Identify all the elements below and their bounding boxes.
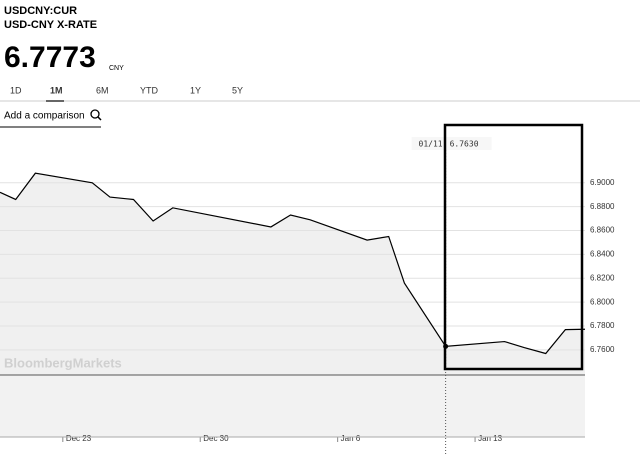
search-icon-handle	[97, 116, 102, 121]
tooltip-box	[411, 137, 492, 150]
y-tick-label: 6.8800	[590, 202, 615, 211]
price-line	[0, 172, 586, 355]
tab[interactable]: 5Y	[232, 85, 243, 95]
tooltip-date: 01/11	[419, 140, 443, 149]
tab[interactable]: 6M	[96, 85, 109, 95]
y-tick-label: 6.8400	[590, 250, 615, 259]
tab[interactable]: 1D	[10, 85, 22, 95]
area-fill	[0, 173, 585, 375]
currency: CNY	[109, 65, 124, 72]
y-tick-label: 6.8000	[590, 297, 615, 306]
ticker: USDCNY:CUR	[4, 5, 77, 17]
x-tick-label: Jan 6	[341, 434, 361, 443]
instrument-name: USD-CNY X-RATE	[4, 19, 97, 31]
y-tick-label: 6.8200	[590, 273, 615, 282]
x-tick-label: Jan 13	[478, 434, 503, 443]
search-icon[interactable]	[90, 109, 100, 119]
y-tick-label: 6.9000	[590, 178, 615, 187]
y-tick-label: 6.7600	[590, 345, 615, 354]
tab[interactable]: YTD	[140, 85, 159, 95]
x-tick-label: Dec 23	[66, 434, 92, 443]
x-tick-label: Dec 30	[203, 434, 229, 443]
highlight-box	[443, 123, 584, 371]
lower-panel	[0, 375, 585, 437]
tab[interactable]: 1M	[50, 85, 63, 95]
y-tick-label: 6.8600	[590, 226, 615, 235]
tab[interactable]: 1Y	[190, 85, 201, 95]
comparison-input[interactable]: Add a comparison	[4, 111, 85, 122]
y-tick-label: 6.7800	[590, 321, 615, 330]
tooltip-value: 6.7630	[450, 140, 479, 149]
price: 6.7773	[4, 41, 96, 74]
watermark: BloombergMarkets	[4, 355, 122, 370]
